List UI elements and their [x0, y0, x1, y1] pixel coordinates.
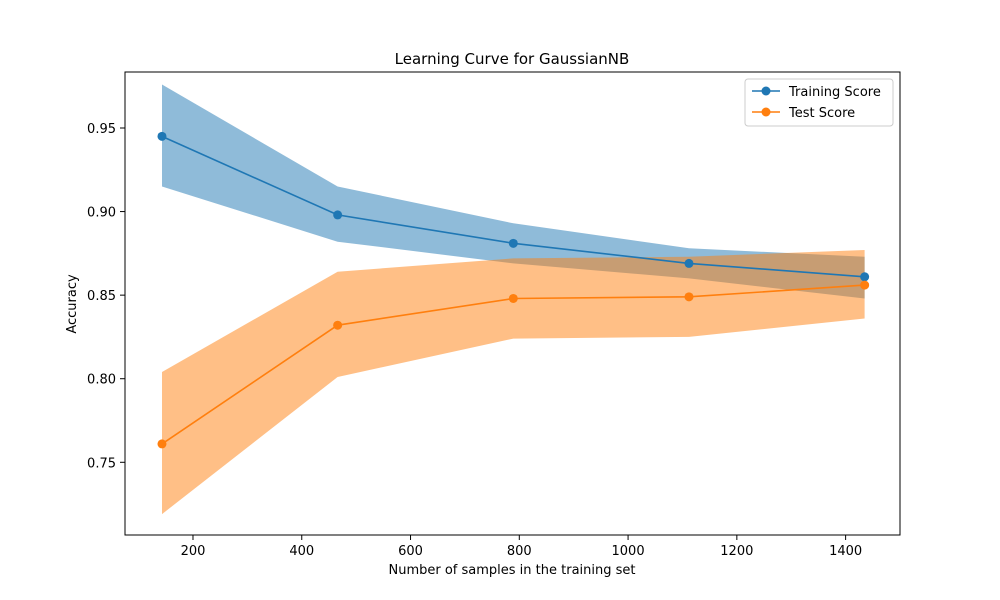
chart-title: Learning Curve for GaussianNB: [395, 50, 630, 68]
training-score-point: [860, 272, 870, 282]
x-tick-label: 200: [181, 544, 206, 559]
legend-marker-training-score: [761, 86, 771, 96]
legend-frame: [744, 78, 894, 127]
test-score-point: [333, 320, 343, 330]
series-points: [157, 131, 870, 449]
y-tick-label: 0.75: [87, 456, 116, 471]
x-tick-label: 1200: [720, 544, 753, 559]
legend-marker-test-score: [761, 107, 771, 117]
plot-area-frame: [124, 71, 901, 536]
x-tick-label: 400: [289, 544, 314, 559]
test-score-point: [157, 439, 167, 449]
training-score-point: [157, 131, 167, 141]
confidence-bands: [162, 84, 865, 515]
x-axis-label: Number of samples in the training set: [389, 563, 636, 578]
y-axis: 0.75 0.80 0.85 0.90 0.95: [87, 122, 125, 471]
legend-label-training-score: Training Score: [788, 85, 881, 100]
x-tick-label: 1400: [829, 544, 862, 559]
y-axis-label: Accuracy: [65, 274, 80, 334]
y-tick-label: 0.85: [87, 289, 116, 304]
y-tick-label: 0.80: [87, 373, 116, 388]
y-tick-label: 0.95: [87, 122, 116, 137]
training-score-point: [508, 238, 518, 248]
test-score-point: [508, 293, 518, 303]
test-score-point: [684, 292, 694, 302]
training-score-point: [333, 210, 343, 220]
y-tick-label: 0.90: [87, 206, 116, 221]
x-axis: 200 400 600 800 1000 1200 1400: [181, 535, 862, 559]
legend-label-test-score: Test Score: [788, 106, 855, 121]
training-score-point: [684, 258, 694, 268]
x-tick-label: 600: [398, 544, 423, 559]
legend: Training Score Test Score: [744, 78, 894, 127]
x-tick-label: 800: [507, 544, 532, 559]
x-tick-label: 1000: [612, 544, 645, 559]
test-score-point: [860, 280, 870, 290]
test-score-band: [162, 250, 865, 515]
